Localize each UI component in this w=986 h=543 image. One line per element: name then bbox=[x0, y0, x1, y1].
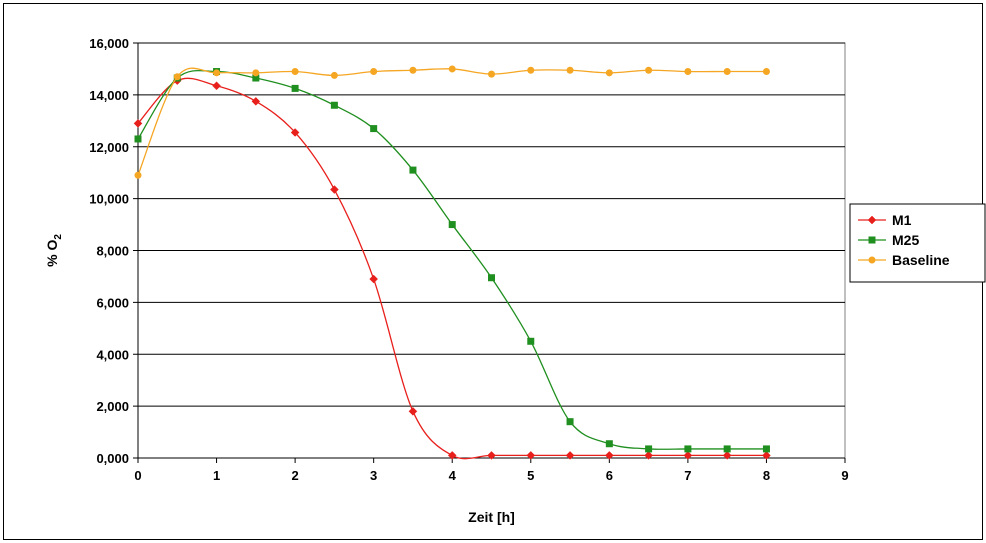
data-point-baseline-12 bbox=[605, 69, 613, 77]
y-tick-label-3: 6,000 bbox=[96, 295, 129, 310]
y-axis-title: % O2 bbox=[44, 234, 64, 267]
data-point-baseline-3 bbox=[252, 69, 260, 77]
legend-label-m1: M1 bbox=[892, 212, 912, 228]
y-axis-title-main: % O bbox=[44, 240, 60, 267]
data-point-baseline-6 bbox=[370, 68, 378, 76]
data-point-baseline-8 bbox=[448, 65, 456, 73]
series-m1 bbox=[133, 76, 771, 460]
y-tick-label-2: 4,000 bbox=[96, 347, 129, 362]
y-axis-title-subscript: 2 bbox=[53, 234, 64, 240]
data-point-m25-8 bbox=[448, 221, 456, 229]
series-group bbox=[133, 65, 771, 460]
x-axis-ticks: 0 1 2 3 4 5 6 7 8 9 bbox=[134, 458, 849, 483]
series-line-m1 bbox=[137, 77, 767, 460]
y-tick-label-1: 2,000 bbox=[96, 399, 129, 414]
data-point-m1-10 bbox=[526, 451, 536, 460]
data-point-baseline-9 bbox=[488, 70, 495, 78]
data-point-baseline-13 bbox=[645, 66, 653, 74]
data-point-m25-10 bbox=[527, 337, 535, 345]
data-point-m1-7 bbox=[408, 406, 418, 416]
x-axis-title: Zeit [h] bbox=[468, 509, 515, 525]
series-baseline bbox=[134, 65, 770, 179]
x-tick-label-3: 3 bbox=[370, 468, 377, 483]
data-point-m1-12 bbox=[604, 451, 614, 460]
data-point-m1-2 bbox=[212, 81, 221, 91]
y-tick-label-7: 14,000 bbox=[89, 88, 129, 103]
y-tick-label-6: 12,000 bbox=[89, 140, 129, 155]
data-point-m1-14 bbox=[683, 451, 693, 460]
data-point-baseline-5 bbox=[330, 71, 338, 79]
data-point-baseline-16 bbox=[762, 68, 770, 76]
data-point-m25-15 bbox=[723, 445, 731, 453]
data-point-m1-3 bbox=[251, 97, 261, 106]
data-point-m25-12 bbox=[605, 440, 613, 448]
legend-label-baseline: Baseline bbox=[892, 252, 950, 268]
y-tick-label-4: 8,000 bbox=[96, 244, 129, 259]
data-point-m1-6 bbox=[369, 274, 379, 284]
data-point-baseline-15 bbox=[723, 68, 731, 76]
data-point-m25-5 bbox=[330, 101, 338, 109]
data-point-m25-7 bbox=[409, 166, 417, 174]
data-point-baseline-2 bbox=[213, 69, 221, 77]
legend-marker-m25 bbox=[868, 236, 876, 244]
data-point-m1-5 bbox=[330, 185, 339, 194]
x-tick-label-0: 0 bbox=[134, 468, 141, 483]
data-point-m25-13 bbox=[645, 445, 653, 453]
x-tick-label-7: 7 bbox=[684, 468, 691, 483]
data-point-m25-14 bbox=[684, 445, 692, 453]
legend-marker-m1 bbox=[867, 215, 877, 225]
legend-label-m25: M25 bbox=[892, 232, 919, 248]
y-axis-ticks: 0,000 2,000 4,000 6,000 8,000 10,000 12,000 14,… bbox=[89, 36, 138, 466]
x-tick-label-5: 5 bbox=[527, 468, 534, 483]
data-point-m25-4 bbox=[291, 84, 299, 92]
legend-marker-baseline bbox=[868, 256, 876, 264]
data-point-m1-0 bbox=[133, 119, 143, 128]
series-m25 bbox=[134, 68, 770, 453]
x-tick-label-8: 8 bbox=[763, 468, 770, 483]
data-point-m1-8 bbox=[447, 451, 457, 460]
data-point-m25-16 bbox=[762, 445, 770, 453]
data-point-m1-15 bbox=[722, 451, 732, 460]
data-point-m1-11 bbox=[565, 451, 575, 460]
x-tick-label-9: 9 bbox=[841, 468, 848, 483]
data-point-m25-6 bbox=[370, 125, 378, 133]
data-point-m1-9 bbox=[487, 451, 496, 460]
data-point-m25-3 bbox=[252, 74, 260, 82]
x-tick-label-1: 1 bbox=[213, 468, 220, 483]
y-tick-label-8: 16,000 bbox=[89, 36, 129, 51]
data-point-m1-13 bbox=[644, 451, 653, 460]
data-point-m25-0 bbox=[134, 135, 142, 143]
data-point-baseline-4 bbox=[291, 68, 299, 76]
data-point-m1-16 bbox=[762, 451, 771, 460]
data-point-baseline-0 bbox=[134, 171, 142, 179]
data-point-m1-4 bbox=[290, 128, 300, 137]
x-tick-label-4: 4 bbox=[449, 468, 457, 483]
x-tick-label-6: 6 bbox=[606, 468, 613, 483]
data-point-baseline-11 bbox=[566, 66, 574, 74]
y-tick-label-0: 0,000 bbox=[96, 451, 129, 466]
data-point-baseline-7 bbox=[409, 66, 417, 74]
data-point-baseline-14 bbox=[684, 68, 692, 76]
data-point-m25-9 bbox=[488, 274, 495, 282]
data-point-baseline-1 bbox=[173, 73, 181, 81]
y-tick-label-5: 10,000 bbox=[89, 192, 129, 207]
x-tick-label-2: 2 bbox=[291, 468, 298, 483]
data-point-m25-11 bbox=[566, 418, 574, 426]
data-point-baseline-10 bbox=[527, 66, 535, 74]
legend: M1 M25 Baseline bbox=[849, 203, 986, 283]
